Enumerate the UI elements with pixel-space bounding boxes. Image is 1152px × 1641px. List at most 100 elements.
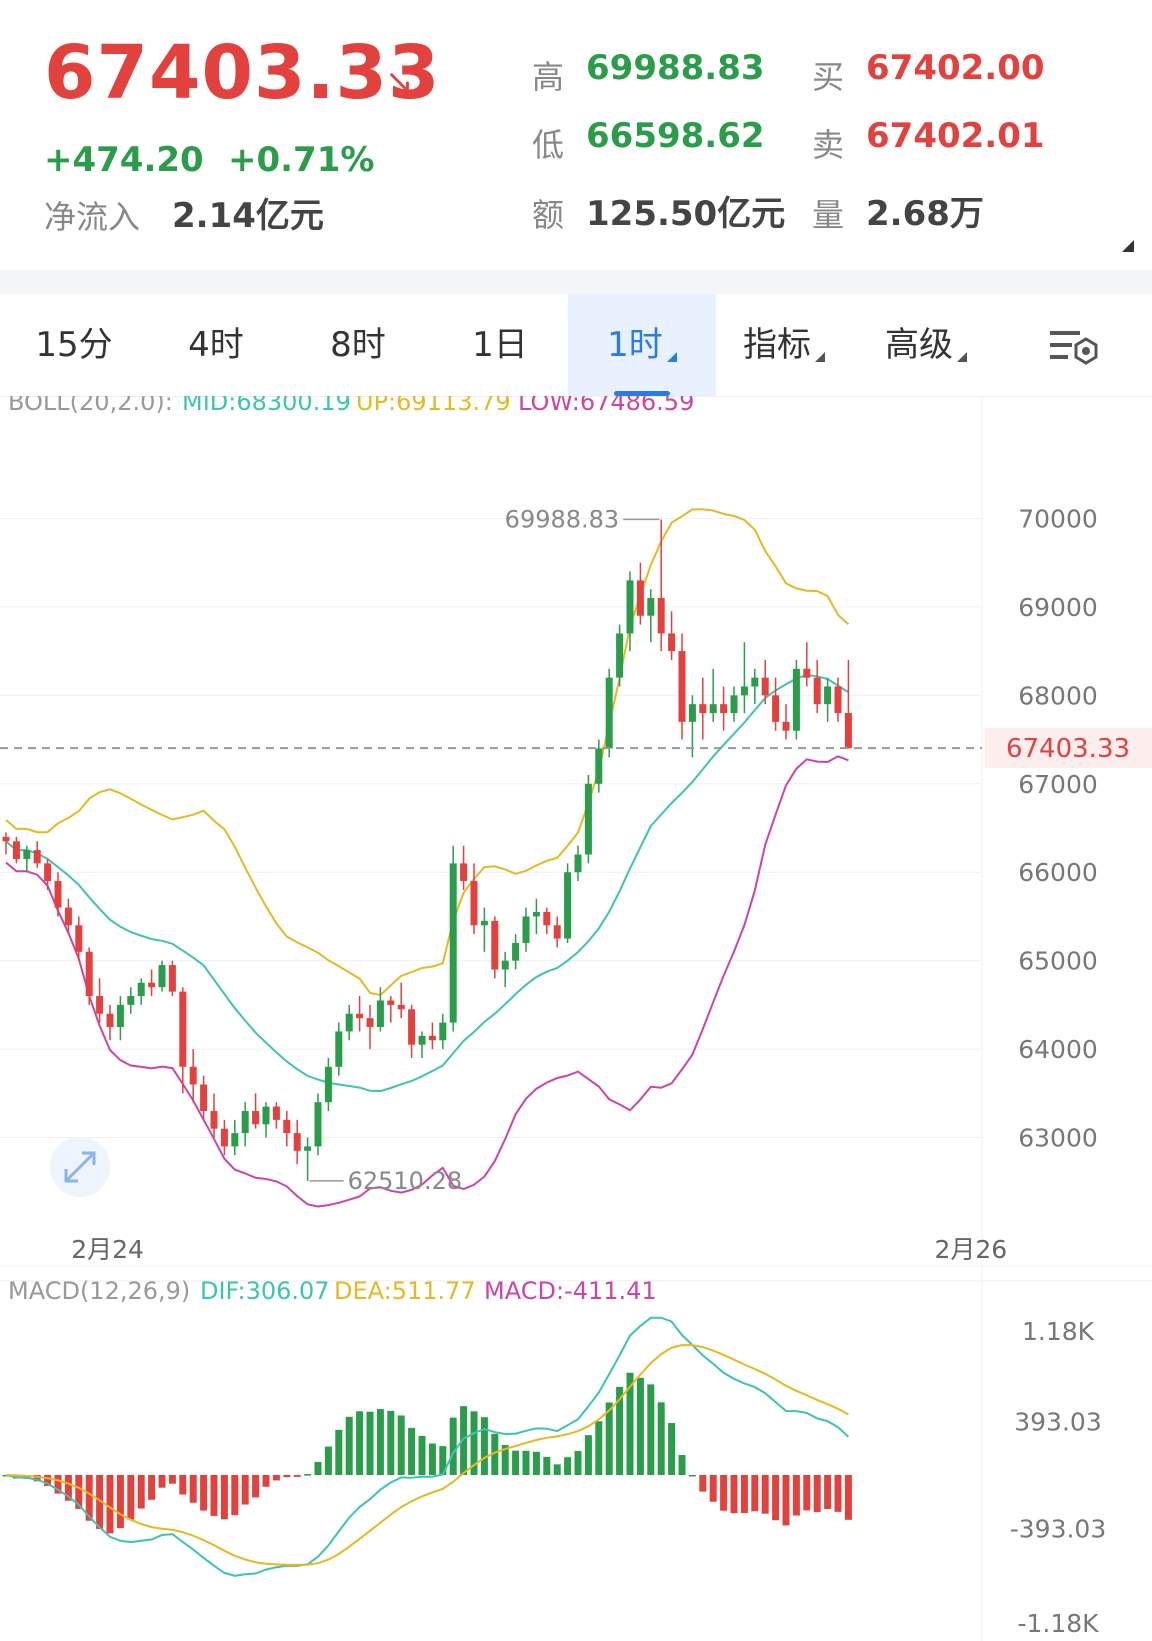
tab-indicators[interactable]: 指标	[710, 294, 858, 396]
candle-body	[137, 982, 145, 997]
macd-bar	[512, 1450, 520, 1475]
tab-15m[interactable]: 15分	[35, 325, 113, 365]
macd-bar	[553, 1464, 561, 1475]
candle-body	[647, 598, 655, 616]
candle-body	[262, 1106, 270, 1125]
chart-area[interactable]: BOLL(20,2.0): MID:68300.19 UP:69113.79 L…	[0, 396, 1152, 1641]
candle-body	[720, 704, 728, 714]
low-label: 低	[532, 126, 565, 164]
candle-body	[626, 580, 634, 634]
candle-body	[449, 863, 457, 1023]
macd-bar	[803, 1475, 811, 1511]
candle-body	[283, 1119, 291, 1134]
tab-advanced[interactable]: 高级	[852, 294, 1000, 396]
y-tick-label: 69000	[1018, 593, 1098, 622]
y-tick-label: 63000	[1018, 1124, 1098, 1153]
candle-body	[824, 686, 832, 705]
chart-settings-icon[interactable]	[1004, 294, 1144, 396]
macd-bar	[813, 1475, 821, 1513]
macd-bar	[470, 1411, 478, 1475]
macd-bar	[262, 1475, 270, 1487]
macd-y-tick-label: 1.18K	[1022, 1317, 1095, 1346]
candle-body	[553, 925, 561, 939]
macd-bar	[605, 1402, 613, 1475]
macd-bar	[761, 1475, 769, 1514]
candle-body	[335, 1031, 343, 1067]
macd-bar	[439, 1446, 447, 1475]
macd-bar	[636, 1377, 644, 1475]
boll-up: UP:69113.79	[356, 396, 511, 416]
macd-bar	[720, 1475, 728, 1511]
candle-body	[844, 713, 852, 749]
candle-body	[439, 1022, 447, 1041]
amount-value: 125.50亿元	[586, 194, 786, 234]
candle-body	[574, 854, 582, 873]
macd-bar	[397, 1415, 405, 1475]
macd-bar	[501, 1445, 509, 1475]
x-tick-label: 2月24	[71, 1235, 144, 1264]
volume-value: 2.68万	[866, 194, 984, 234]
macd-bar	[772, 1475, 780, 1521]
high-marker-label: 69988.83	[505, 505, 620, 533]
macd-bar	[64, 1475, 72, 1501]
macd-bar	[200, 1475, 208, 1511]
candle-body	[616, 633, 624, 678]
macd-bar	[792, 1475, 800, 1516]
macd-bar	[480, 1417, 488, 1475]
macd-bar	[75, 1475, 83, 1509]
macd-dea: DEA:511.77	[334, 1277, 476, 1305]
macd-bar	[616, 1386, 624, 1475]
macd-bar	[366, 1411, 374, 1475]
tab-8h[interactable]: 8时	[330, 325, 386, 365]
fullscreen-icon[interactable]	[50, 1137, 110, 1197]
candle-body	[532, 912, 540, 917]
macd-bar	[335, 1429, 343, 1475]
boll-low: LOW:67486.59	[518, 396, 694, 416]
macd-bar	[345, 1416, 353, 1475]
boll-name: BOLL(20,2.0):	[8, 396, 173, 416]
macd-bar	[96, 1475, 104, 1529]
candle-body	[657, 598, 665, 634]
macd-bar	[387, 1410, 395, 1475]
macd-bar	[491, 1433, 499, 1475]
tab-4h[interactable]: 4时	[188, 325, 244, 365]
sell-label: 卖	[812, 126, 845, 164]
y-tick-label: 67000	[1018, 770, 1098, 799]
tab-1d[interactable]: 1日	[472, 325, 528, 365]
candle-body	[148, 982, 156, 988]
separator	[0, 270, 1152, 294]
candle-body	[220, 1128, 228, 1147]
candle-body	[460, 863, 468, 882]
buy-value: 67402.00	[866, 48, 1045, 88]
macd-name: MACD(12,26,9)	[8, 1277, 190, 1305]
candle-body	[54, 881, 62, 908]
macd-bar	[314, 1461, 322, 1475]
macd-y-tick-label: -393.03	[1010, 1515, 1107, 1544]
macd-bar	[106, 1475, 114, 1534]
macd-bar	[543, 1456, 551, 1475]
macd-bar	[272, 1475, 280, 1481]
expand-corner-icon[interactable]	[1122, 240, 1134, 252]
candle-body	[241, 1111, 249, 1134]
macd-dif: DIF:306.07	[200, 1277, 330, 1305]
macd-bar	[210, 1475, 218, 1516]
macd-dea-line	[5, 1344, 849, 1566]
macd-bar	[584, 1435, 592, 1475]
macd-bar	[657, 1402, 665, 1475]
macd-bar	[408, 1427, 416, 1475]
tab-1h[interactable]: 1时	[568, 294, 716, 396]
macd-bar	[44, 1475, 52, 1487]
macd-bar	[564, 1457, 572, 1475]
candle-body	[668, 633, 676, 652]
candle-body	[116, 1004, 124, 1027]
low-marker-label: 62510.28	[348, 1167, 463, 1195]
candle-body	[740, 686, 748, 696]
candle-body	[293, 1133, 301, 1151]
timeframe-tabs: 15分 4时 8时 1日 1时 指标 高级	[0, 294, 1152, 397]
candle-body	[23, 850, 31, 859]
candle-body	[564, 872, 572, 939]
candle-body	[75, 925, 83, 952]
macd-bar	[460, 1406, 468, 1475]
y-tick-label: 68000	[1018, 681, 1098, 710]
macd-bar	[137, 1475, 145, 1509]
